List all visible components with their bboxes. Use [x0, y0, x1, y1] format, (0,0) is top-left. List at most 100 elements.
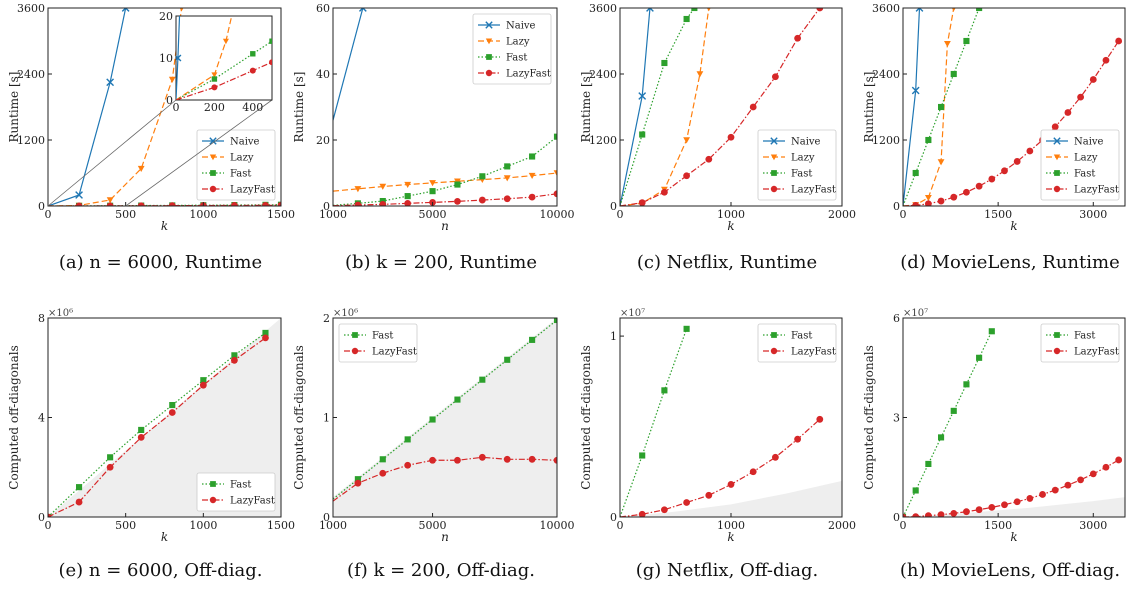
- axis-multiplier: ×10⁷: [903, 308, 928, 319]
- data-point-LazyFast: [553, 190, 557, 198]
- x-tick-label: 1000: [717, 519, 745, 532]
- data-point-Lazy: [696, 71, 704, 78]
- x-tick-label: 0: [900, 208, 907, 221]
- data-point-LazyFast: [1102, 56, 1110, 64]
- y-tick-label: 1: [323, 412, 330, 425]
- x-axis-label: k: [161, 219, 168, 233]
- data-point-Fast: [683, 325, 690, 332]
- data-point-LazyFast: [1051, 486, 1059, 494]
- legend-marker: [771, 332, 777, 338]
- data-point-LazyFast: [262, 334, 269, 342]
- legend-marker: [1053, 137, 1061, 145]
- data-point-Fast: [138, 426, 145, 433]
- series-line-Fast: [620, 328, 688, 517]
- data-point-Fast: [988, 328, 995, 335]
- data-point-Fast: [963, 381, 970, 388]
- data-point-LazyFast: [454, 456, 461, 464]
- data-point-Fast: [963, 37, 970, 45]
- data-point-LazyFast: [749, 103, 757, 111]
- legend-marker: [1054, 170, 1060, 176]
- x-tick-label: 0: [617, 519, 624, 532]
- data-point-LazyFast: [683, 499, 690, 506]
- legend-box: [757, 323, 837, 363]
- x-tick-label: 1000: [319, 519, 347, 532]
- legend-label: LazyFast: [1074, 347, 1119, 358]
- series-line-Naive: [620, 8, 651, 206]
- legend-box: [196, 472, 276, 512]
- data-point-Fast: [661, 59, 668, 67]
- inset-series: [176, 16, 272, 100]
- data-point-Fast: [683, 15, 690, 23]
- data-point-Fast: [661, 387, 668, 394]
- chart-panel-h: 0 1500 3000 0 3 6 k Computed off-diagonals ×10⁷ (…: [862, 308, 1126, 581]
- data-point-Lazy: [944, 41, 951, 48]
- data-point-LazyFast: [137, 202, 145, 206]
- data-point-Naive: [638, 92, 647, 100]
- legend: Fast LazyFast: [196, 472, 276, 512]
- data-point-Fast: [639, 131, 646, 138]
- data-point-Lazy: [503, 175, 511, 182]
- data-point-LazyFast: [106, 463, 114, 471]
- x-axis-label: k: [1010, 219, 1017, 233]
- data-point-Fast: [691, 8, 698, 12]
- x-tick-label: 500: [115, 208, 136, 221]
- data-point-LazyFast: [937, 197, 945, 205]
- data-point-LazyFast: [1064, 109, 1072, 116]
- x-tick-label: 500: [115, 519, 136, 532]
- legend-marker: [210, 170, 216, 176]
- data-point-LazyFast: [963, 188, 970, 196]
- y-tick-label: 1200: [872, 134, 900, 147]
- legend-marker: [770, 154, 778, 161]
- legend-box: [757, 129, 837, 201]
- panel-caption: (f) k = 200, Off-diag.: [347, 560, 535, 581]
- series-line-Fast: [48, 332, 266, 517]
- y-tick-label: 3: [893, 412, 900, 425]
- data-point-LazyFast: [772, 73, 779, 81]
- data-point-Fast: [76, 484, 83, 491]
- legend-label: Lazy: [230, 153, 254, 164]
- data-point-LazyFast: [379, 469, 387, 477]
- legend-marker: [1054, 332, 1060, 338]
- data-point-Lazy: [137, 165, 145, 172]
- data-point-Fast: [379, 456, 386, 463]
- legend-marker: [352, 332, 358, 338]
- legend-marker: [209, 154, 217, 161]
- data-point-LazyFast: [661, 188, 668, 196]
- data-point-Fast: [976, 354, 983, 361]
- data-point-LazyFast: [1089, 470, 1097, 478]
- legend-label: LazyFast: [1074, 185, 1119, 196]
- chart-panel-f: 1000 5000 10000 0 1 2 n Computed off-diagonals ×…: [292, 308, 575, 581]
- data-point-LazyFast: [638, 199, 646, 206]
- y-tick-label: 3600: [589, 2, 617, 15]
- legend-label: Fast: [791, 331, 812, 342]
- series-line-Naive: [333, 8, 364, 121]
- legend-label: LazyFast: [230, 496, 275, 507]
- y-axis-label: Runtime [s]: [579, 72, 593, 143]
- series-line-Fast: [620, 8, 695, 206]
- data-point-LazyFast: [816, 415, 824, 423]
- y-tick-label: 60: [316, 2, 330, 15]
- panel-caption: (c) Netflix, Runtime: [637, 252, 817, 273]
- x-tick-label: 3000: [1079, 519, 1107, 532]
- data-point-Fast: [553, 318, 557, 324]
- series-group: [333, 318, 557, 502]
- y-axis-label: Runtime [s]: [7, 72, 21, 143]
- legend-marker: [770, 185, 778, 193]
- data-point-LazyFast: [912, 202, 920, 206]
- series-group: [903, 328, 1123, 517]
- plot-frame: [332, 7, 558, 207]
- data-point-LazyFast: [404, 461, 412, 469]
- data-point-Lazy: [924, 195, 932, 202]
- data-point-LazyFast: [1013, 158, 1021, 165]
- x-tick-label: 1000: [717, 208, 745, 221]
- axis-multiplier: ×10⁷: [620, 308, 645, 319]
- x-tick-label: 5000: [419, 519, 447, 532]
- data-point-LazyFast: [988, 503, 996, 511]
- x-tick-label: 0: [45, 208, 52, 221]
- legend-label: LazyFast: [506, 69, 551, 80]
- panel-caption: (a) n = 6000, Runtime: [59, 252, 262, 273]
- data-point-Lazy: [179, 8, 184, 12]
- panel-caption: (h) MovieLens, Off-diag.: [900, 560, 1120, 581]
- data-point-LazyFast: [478, 196, 486, 204]
